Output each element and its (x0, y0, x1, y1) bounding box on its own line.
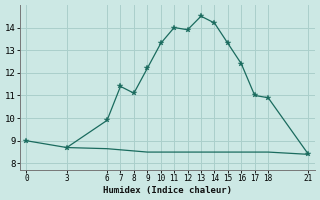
X-axis label: Humidex (Indice chaleur): Humidex (Indice chaleur) (103, 186, 232, 195)
